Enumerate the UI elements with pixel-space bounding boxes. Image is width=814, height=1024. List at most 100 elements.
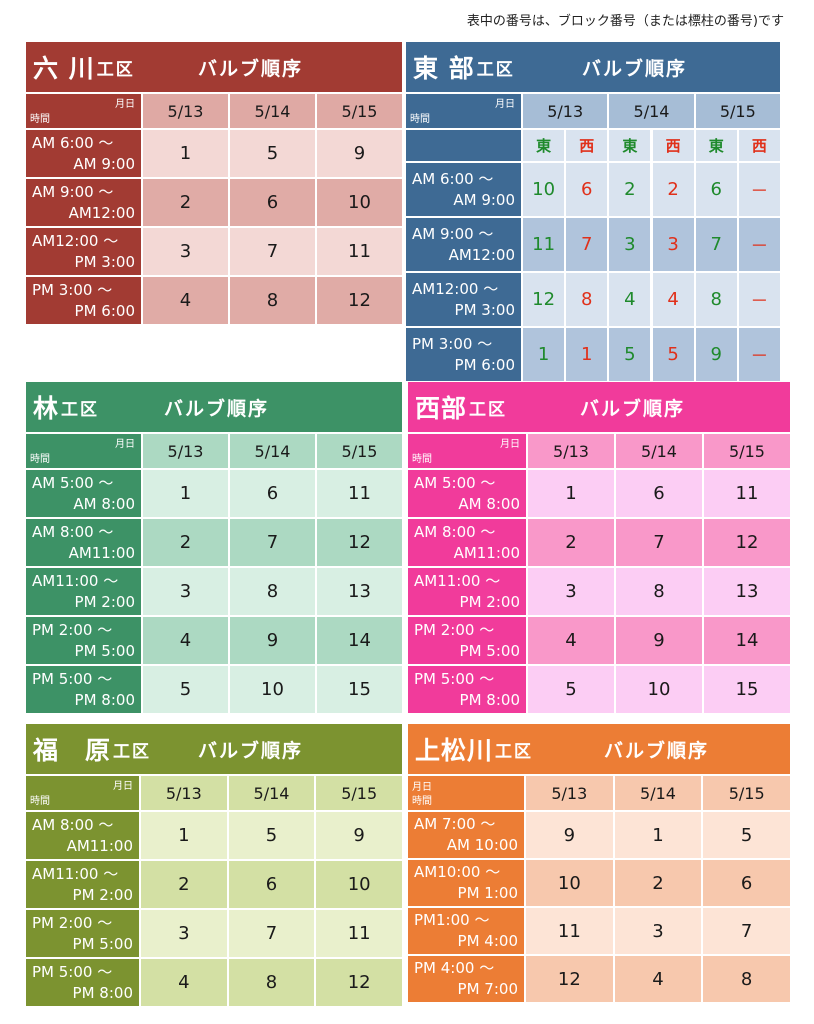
fukuhara-value-cell-3-1: 8 <box>228 959 315 1006</box>
kamimatsukawa-time-end-3: PM 7:00 <box>457 980 518 998</box>
rokkawa-value-cell-2-0: 3 <box>143 228 228 275</box>
kamimatsukawa-time-start-3: PM 4:00 〜 <box>414 959 495 977</box>
tobu-value-cell-1-5: － <box>738 218 780 271</box>
tobu-value-cell-3-5: － <box>738 328 780 381</box>
hayashi-value-cell-0-0: 1 <box>143 470 228 517</box>
hayashi-time-end-0: AM 8:00 <box>73 494 135 513</box>
kamimatsukawa-value-cell-1-0: 10 <box>526 860 613 906</box>
kamimatsukawa-time-cell-1: AM10:00 〜 PM 1:00 <box>408 860 524 906</box>
rokkawa-value-cell-2-2: 11 <box>317 228 402 275</box>
tobu-corner-date-label: 月日 <box>495 99 515 110</box>
rokkawa-corner-date-label: 月日 <box>115 99 135 110</box>
tobu-valve-order-label: バルブ順序 <box>582 57 688 80</box>
rokkawa-time-end-1: AM12:00 <box>68 203 135 222</box>
fukuhara-time-cell-2: PM 2:00 〜 PM 5:00 <box>26 910 139 957</box>
panel-tobu: 東 部工区 バルブ順序 月日 時間 5/13 5/14 5/15 東西東西東西 AM 6:00 … <box>406 42 780 381</box>
hayashi-time-start-1: AM 8:00 〜 <box>32 522 114 541</box>
rokkawa-corner-time-label: 時間 <box>30 114 50 125</box>
kamimatsukawa-date-header-0: 5/13 <box>526 776 613 810</box>
seibu-value-cell-3-2: 14 <box>704 617 790 664</box>
tobu-value-cell-3-1: 1 <box>566 328 608 381</box>
kamimatsukawa-corner-time-label: 時間 <box>412 796 432 807</box>
fukuhara-value-cell-1-2: 10 <box>316 861 402 908</box>
rokkawa-time-end-3: PM 6:00 <box>74 301 135 320</box>
hayashi-value-cell-2-1: 8 <box>230 568 315 615</box>
tobu-value-cell-1-1: 7 <box>566 218 608 271</box>
rokkawa-value-cell-1-2: 10 <box>317 179 402 226</box>
seibu-time-start-4: PM 5:00 〜 <box>414 669 495 688</box>
tobu-west-label-2: 西 <box>738 130 780 161</box>
rokkawa-time-end-2: PM 3:00 <box>74 252 135 271</box>
kamimatsukawa-time-start-2: PM1:00 〜 <box>414 911 490 929</box>
hayashi-valve-order-label: バルブ順序 <box>164 397 270 420</box>
hayashi-value-cell-4-1: 10 <box>230 666 315 713</box>
hayashi-time-cell-3: PM 2:00 〜 PM 5:00 <box>26 617 141 664</box>
hayashi-value-cell-4-0: 5 <box>143 666 228 713</box>
tobu-value-cell-0-0: 10 <box>523 163 565 216</box>
hayashi-title-bar: 林工区 バルブ順序 <box>26 382 402 432</box>
fukuhara-time-end-0: AM11:00 <box>66 836 133 855</box>
rokkawa-title-bar: 六 川工区 バルブ順序 <box>26 42 402 92</box>
hayashi-corner-time-label: 時間 <box>30 454 50 465</box>
tobu-value-cell-2-5: － <box>738 273 780 326</box>
rokkawa-kou-label: 工区 <box>96 59 135 80</box>
tobu-corner-header: 月日 時間 <box>406 94 521 128</box>
kamimatsukawa-date-header-1: 5/14 <box>614 776 702 810</box>
tobu-value-cell-3-2: 5 <box>609 328 651 381</box>
hayashi-time-start-3: PM 2:00 〜 <box>32 620 113 639</box>
tobu-time-start-2: AM12:00 〜 <box>412 279 499 298</box>
kamimatsukawa-date-header-2: 5/15 <box>703 776 790 810</box>
kamimatsukawa-value-cell-0-2: 5 <box>703 812 790 858</box>
hayashi-value-cell-0-2: 11 <box>317 470 402 517</box>
hayashi-value-cell-2-0: 3 <box>143 568 228 615</box>
seibu-time-cell-4: PM 5:00 〜 PM 8:00 <box>408 666 526 713</box>
rokkawa-value-cell-0-1: 5 <box>230 130 315 177</box>
tobu-value-cell-2-1: 8 <box>566 273 608 326</box>
rokkawa-corner-header: 月日時間 <box>26 94 141 128</box>
seibu-time-cell-1: AM 8:00 〜 AM11:00 <box>408 519 526 566</box>
tobu-value-cell-1-4: 7 <box>695 218 737 271</box>
hayashi-time-cell-2: AM11:00 〜 PM 2:00 <box>26 568 141 615</box>
tobu-west-label-1: 西 <box>652 130 694 161</box>
seibu-value-cell-1-1: 7 <box>616 519 702 566</box>
tobu-value-cell-1-3: 3 <box>652 218 694 271</box>
seibu-time-cell-2: AM11:00 〜 PM 2:00 <box>408 568 526 615</box>
fukuhara-corner-time-label: 時間 <box>30 796 50 807</box>
tobu-time-cell-1: AM 9:00 〜 AM12:00 <box>406 218 521 271</box>
fukuhara-value-cell-1-0: 2 <box>141 861 227 908</box>
tobu-time-start-3: PM 3:00 〜 <box>412 334 493 353</box>
seibu-valve-order-label: バルブ順序 <box>580 397 686 420</box>
fukuhara-date-header-0: 5/13 <box>141 776 227 810</box>
table-note: 表中の番号は、ブロック番号（または標柱の番号)です <box>466 14 784 29</box>
panel-rokkawa: 六 川工区 バルブ順序 月日 時間 5/13 5/14 5/15 AM 6:00 〜 AM 9:… <box>26 42 402 330</box>
tobu-date-header-2: 5/15 <box>695 94 780 128</box>
seibu-value-cell-0-1: 6 <box>616 470 702 517</box>
hayashi-value-cell-3-0: 4 <box>143 617 228 664</box>
seibu-date-header-1: 5/14 <box>616 434 702 468</box>
tobu-value-cell-2-4: 8 <box>695 273 737 326</box>
seibu-value-cell-1-2: 12 <box>704 519 790 566</box>
fukuhara-time-start-3: PM 5:00 〜 <box>32 962 113 981</box>
tobu-time-end-2: PM 3:00 <box>454 300 515 319</box>
seibu-time-start-1: AM 8:00 〜 <box>414 522 496 541</box>
hayashi-value-cell-1-1: 7 <box>230 519 315 566</box>
seibu-date-header-0: 5/13 <box>528 434 614 468</box>
hayashi-corner-date-label: 月日 <box>115 439 135 450</box>
panel-seibu: 西部 工区 バルブ順序 月日 時間 5/13 5/14 5/15 AM 5:00 〜 AM 8:0… <box>408 382 790 718</box>
seibu-value-cell-2-1: 8 <box>616 568 702 615</box>
tobu-time-end-1: AM12:00 <box>448 245 515 264</box>
seibu-time-end-3: PM 5:00 <box>459 641 520 660</box>
kamimatsukawa-value-cell-3-2: 8 <box>703 956 790 1002</box>
hayashi-kou-label: 工区 <box>61 399 100 420</box>
hayashi-time-start-4: PM 5:00 〜 <box>32 669 113 688</box>
seibu-corner-header: 月日 時間 <box>408 434 526 468</box>
hayashi-time-end-2: PM 2:00 <box>74 592 135 611</box>
tobu-value-cell-2-2: 4 <box>609 273 651 326</box>
rokkawa-time-end-0: AM 9:00 <box>73 154 135 173</box>
tobu-west-label-0: 西 <box>566 130 608 161</box>
rokkawa-date-header-1: 5/14 <box>230 94 315 128</box>
fukuhara-date-header-1: 5/14 <box>228 776 315 810</box>
hayashi-time-end-3: PM 5:00 <box>74 641 135 660</box>
kamimatsukawa-title-bar: 上松川 工区 バルブ順序 <box>408 724 790 774</box>
kamimatsukawa-time-cell-0: AM 7:00 〜 AM 10:00 <box>408 812 524 858</box>
